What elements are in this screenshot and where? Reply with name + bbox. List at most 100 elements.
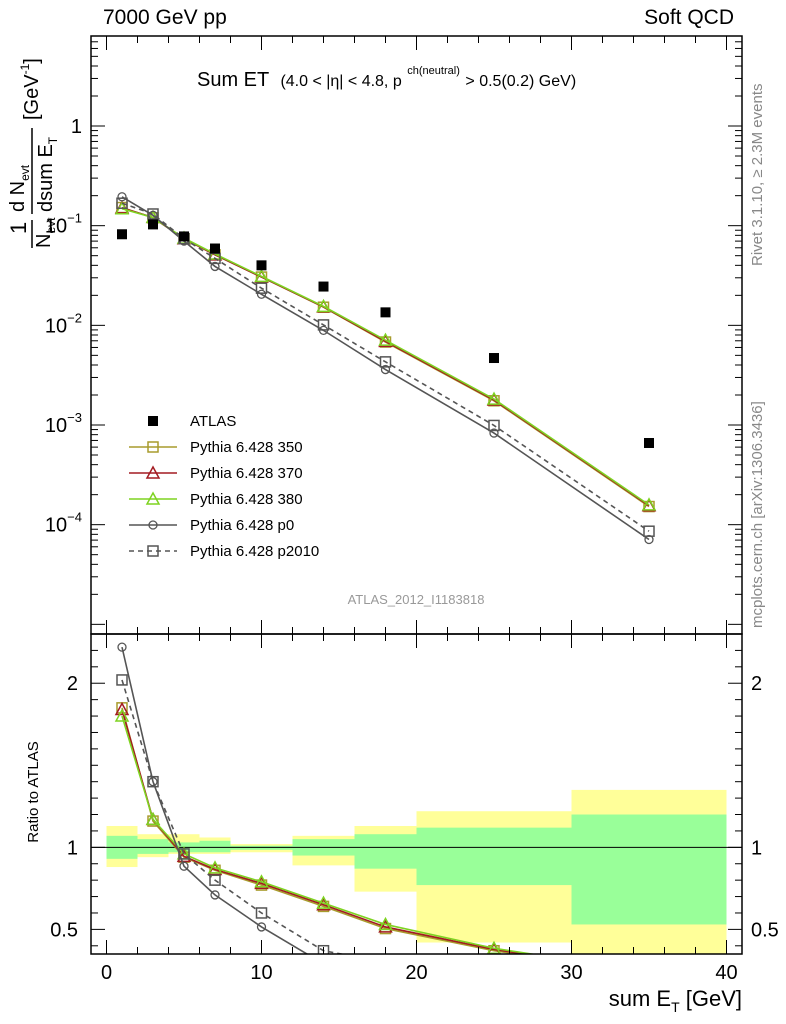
band-inner: [354, 834, 417, 869]
legend-marker: [148, 416, 158, 426]
legend-label: Pythia 6.428 380: [190, 491, 303, 508]
legend: ATLAS Pythia 6.428 350 Pythia 6.428 370 Pyt…: [129, 413, 319, 560]
legend-label: Pythia 6.428 350: [190, 439, 303, 456]
main-atlas-point: [117, 229, 127, 240]
ratio-pythia-6-428-p0-line: [121, 646, 309, 954]
ratio-pythia-6-428-p0-point: [320, 960, 328, 968]
x-tick-label: 10: [250, 962, 272, 984]
ratio-pythia-6-428-350-line: [121, 707, 522, 954]
legend-label: ATLAS: [190, 413, 236, 430]
ylabel-unit-sup: -1: [18, 63, 32, 74]
header-left-label: 7000 GeV pp: [103, 6, 227, 29]
ylabel-unit: [GeV: [21, 74, 43, 120]
ratio-pythia-6-428-380-point: [254, 874, 269, 888]
main-pythia-6-428-p0-point: [256, 289, 267, 299]
ratio-uncertainty-bands: [106, 789, 727, 954]
svg-text:dsum ET: dsum ET: [35, 136, 60, 212]
ratio-pythia-6-428-p2010-line: [121, 679, 346, 954]
ratio-pythia-6-428-380-point: [316, 895, 331, 909]
ratio-y-tick-label-left: 0.5: [50, 919, 78, 941]
ylabel-frac-num-sub: evt: [18, 164, 32, 181]
main-plot-series: [114, 192, 657, 545]
svg-text:[GeV-1]: [GeV-1]: [18, 58, 43, 120]
ratio-pythia-6-428-370-point: [378, 919, 393, 933]
legend-entry: Pythia 6.428 370: [129, 465, 303, 482]
x-tick-label: 30: [560, 962, 582, 984]
ratio-pythia-6-428-p2010-point: [147, 775, 159, 788]
legend-entry: Pythia 6.428 p0: [129, 517, 294, 534]
ratio-pythia-6-428-380-point: [643, 966, 655, 977]
xlabel-sub: T: [671, 999, 680, 1015]
main-pythia-6-428-p2010-point: [147, 208, 159, 220]
svg-text:1: 1: [6, 222, 31, 234]
ylabel-pre-num: 1: [6, 222, 31, 234]
y-tick-label: 10−1: [45, 211, 82, 238]
main-atlas-point: [179, 231, 189, 242]
band-inner: [416, 827, 572, 886]
ratio-pythia-6-428-380-point: [378, 916, 393, 931]
ratio-pythia-6-428-380-point: [114, 708, 130, 722]
main-atlas-point: [256, 260, 267, 271]
main-pythia-6-428-p0-line: [121, 196, 650, 541]
main-atlas-point: [318, 281, 329, 292]
ylabel-frac-den: dsum E: [35, 144, 57, 212]
main-pythia-6-428-p0-point: [210, 261, 220, 272]
main-pythia-6-428-p2010-line: [121, 202, 650, 532]
legend-label: Pythia 6.428 370: [190, 465, 303, 482]
legend-label: Pythia 6.428 p2010: [190, 543, 319, 560]
ratio-pythia-6-428-p2010-point: [178, 848, 190, 860]
main-pythia-6-428-p0-point: [117, 192, 127, 202]
ratio-pythia-6-428-p0-point: [490, 988, 498, 996]
ratio-y-tick-label-right: 1: [751, 837, 762, 859]
main-pythia-6-428-380-point: [641, 497, 657, 511]
main-atlas-point: [148, 219, 158, 230]
ratio-pythia-6-428-p2010-point: [255, 907, 268, 919]
analysis-watermark: ATLAS_2012_I1183818: [348, 592, 485, 607]
ratio-pythia-6-428-370-point: [643, 967, 655, 978]
xlabel-unit: [GeV]: [680, 986, 742, 1011]
header-right-label: Soft QCD: [644, 6, 734, 29]
main-atlas-point: [644, 437, 654, 448]
main-pythia-6-428-380-point: [486, 391, 502, 405]
ratio-pythia-6-428-p2010-point: [209, 874, 221, 886]
ratio-pythia-6-428-p0-point: [382, 975, 390, 983]
x-axis-label: sum ET [GeV]: [609, 986, 742, 1015]
y-tick-label: 10−2: [45, 310, 82, 337]
svg-text:Nevt: Nevt: [33, 217, 58, 248]
main-pythia-6-428-p2010-point: [116, 197, 128, 209]
main-pythia-6-428-p2010-point: [488, 419, 500, 432]
ylabel-pre-den-sub: evt: [44, 217, 58, 234]
band-inner: [199, 840, 231, 853]
legend-entry: Pythia 6.428 350: [129, 439, 303, 456]
ratio-pythia-6-428-370-point: [114, 701, 130, 716]
legend-entry: Pythia 6.428 p2010: [129, 543, 319, 560]
ylabel-unit-close: ]: [21, 58, 43, 64]
ylabel-frac-num: d N: [7, 181, 29, 212]
main-pythia-6-428-380-point: [316, 298, 331, 313]
ratio-y-tick-label-right: 2: [751, 673, 762, 695]
ratio-pythia-6-428-p0-point: [117, 642, 127, 652]
legend-marker: [147, 441, 159, 453]
ylabel-pre-den: N: [33, 234, 55, 248]
ratio-y-axis-label: Ratio to ATLAS: [25, 741, 42, 842]
y-tick-label: 10−3: [45, 410, 82, 437]
legend-entry: ATLAS: [148, 413, 236, 430]
main-atlas-point: [489, 353, 499, 364]
ratio-pythia-6-428-p0-point: [210, 890, 220, 900]
plot-title-cut-sup: ch(neutral): [407, 65, 460, 77]
ratio-pythia-6-428-380-line: [121, 715, 537, 954]
ratio-pythia-6-428-380-point: [145, 811, 161, 826]
main-pythia-6-428-p2010-point: [317, 319, 330, 331]
ratio-pythia-6-428-p2010-point: [489, 974, 499, 984]
legend-marker: [145, 491, 161, 505]
x-tick-label: 40: [715, 962, 737, 984]
ratio-y-tick-label-left: 1: [67, 837, 78, 859]
plot-title-cut-b: > 0.5(0.2) GeV): [465, 73, 576, 90]
main-atlas-point: [380, 307, 391, 318]
plot-title-main: Sum ET: [197, 69, 269, 91]
band-inner: [571, 814, 727, 925]
ratio-pythia-6-428-p2010-point: [317, 944, 330, 954]
ratio-pythia-6-428-p0-point: [256, 922, 267, 932]
main-atlas-point: [210, 243, 220, 254]
x-tick-label: 0: [101, 962, 112, 984]
